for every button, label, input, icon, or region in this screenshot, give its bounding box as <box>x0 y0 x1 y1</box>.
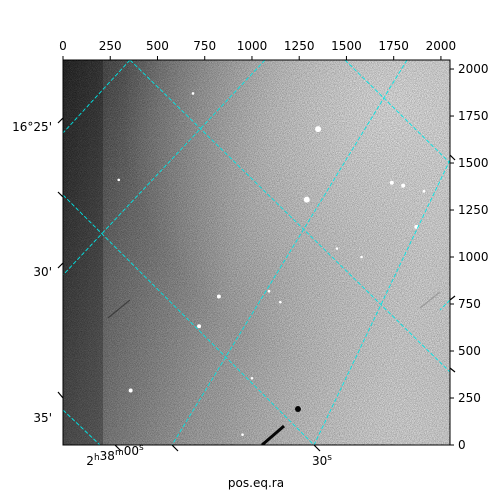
coordinate-grid-line <box>344 60 450 164</box>
x-pixel-tick-label: 1500 <box>331 39 362 53</box>
ra-tick-label: 2h38m00s <box>86 443 144 468</box>
star-0 <box>315 126 322 133</box>
x-pixel-tick-label: 2000 <box>426 39 457 53</box>
ra-tick-label: 30s <box>312 453 332 468</box>
star-11 <box>117 178 121 182</box>
dec-tick <box>57 262 64 269</box>
dec-tick-label: 16°25' <box>12 120 52 134</box>
x-pixel-tick-label: 1750 <box>378 39 409 53</box>
dec-tick <box>57 391 64 399</box>
dec-tick <box>57 117 64 124</box>
world-edge-tick <box>449 367 456 373</box>
y-pixel-tick-label: 750 <box>458 297 481 311</box>
x-pixel-tick-label: 1250 <box>284 39 315 53</box>
y-pixel-tick-label: 250 <box>458 391 481 405</box>
star-16 <box>360 255 363 259</box>
ra-tick <box>313 444 321 452</box>
dark-blob <box>295 406 301 412</box>
coordinate-grid-line <box>129 60 450 373</box>
ra-tick <box>114 444 122 452</box>
plot-frame <box>62 59 451 446</box>
star-5 <box>267 289 271 293</box>
x-pixel-tick-label: 500 <box>146 39 169 53</box>
star-6 <box>216 294 221 299</box>
star-12 <box>128 388 133 393</box>
faint-streak <box>107 299 131 319</box>
faint-streak <box>419 291 441 309</box>
y-pixel-tick-label: 0 <box>458 438 466 452</box>
y-pixel-tick-label: 1000 <box>458 250 489 264</box>
y-pixel-tick-label: 1250 <box>458 203 489 217</box>
x-axis-label: pos.eq.ra <box>228 476 284 490</box>
y-pixel-tick-label: 2000 <box>458 62 489 76</box>
coordinate-grid-line <box>171 60 408 445</box>
coordinate-grid-line <box>63 194 315 445</box>
coordinate-grid-line <box>63 60 131 134</box>
dec-tick-label: 30' <box>33 265 52 279</box>
dec-tick-label: 35' <box>33 411 52 425</box>
x-pixel-tick-label: 1000 <box>237 39 268 53</box>
x-pixel-tick-label: 750 <box>193 39 216 53</box>
coordinate-grid-line <box>63 409 101 445</box>
coordinate-grid-line <box>313 159 450 445</box>
ra-tick <box>171 444 179 452</box>
star-1 <box>303 196 310 203</box>
coordinate-grid-line <box>63 60 266 276</box>
star-14 <box>241 433 244 436</box>
y-pixel-tick-label: 1750 <box>458 109 489 123</box>
coordinate-grid-line <box>439 299 450 311</box>
star-3 <box>389 180 394 185</box>
star-7 <box>197 324 202 329</box>
star-8 <box>279 300 282 304</box>
sky-image <box>63 60 450 445</box>
dec-tick <box>57 191 64 198</box>
satellite-streak <box>261 424 285 445</box>
star-15 <box>250 376 254 380</box>
x-pixel-tick-label: 250 <box>99 39 122 53</box>
star-4 <box>335 247 339 250</box>
y-pixel-tick-label: 500 <box>458 344 481 358</box>
y-pixel-tick-label: 1500 <box>458 156 489 170</box>
x-pixel-tick-label: 0 <box>59 39 67 53</box>
world-edge-tick <box>449 154 456 161</box>
star-10 <box>191 92 195 95</box>
star-2 <box>401 183 406 188</box>
world-edge-tick <box>449 295 456 301</box>
star-17 <box>422 189 426 193</box>
